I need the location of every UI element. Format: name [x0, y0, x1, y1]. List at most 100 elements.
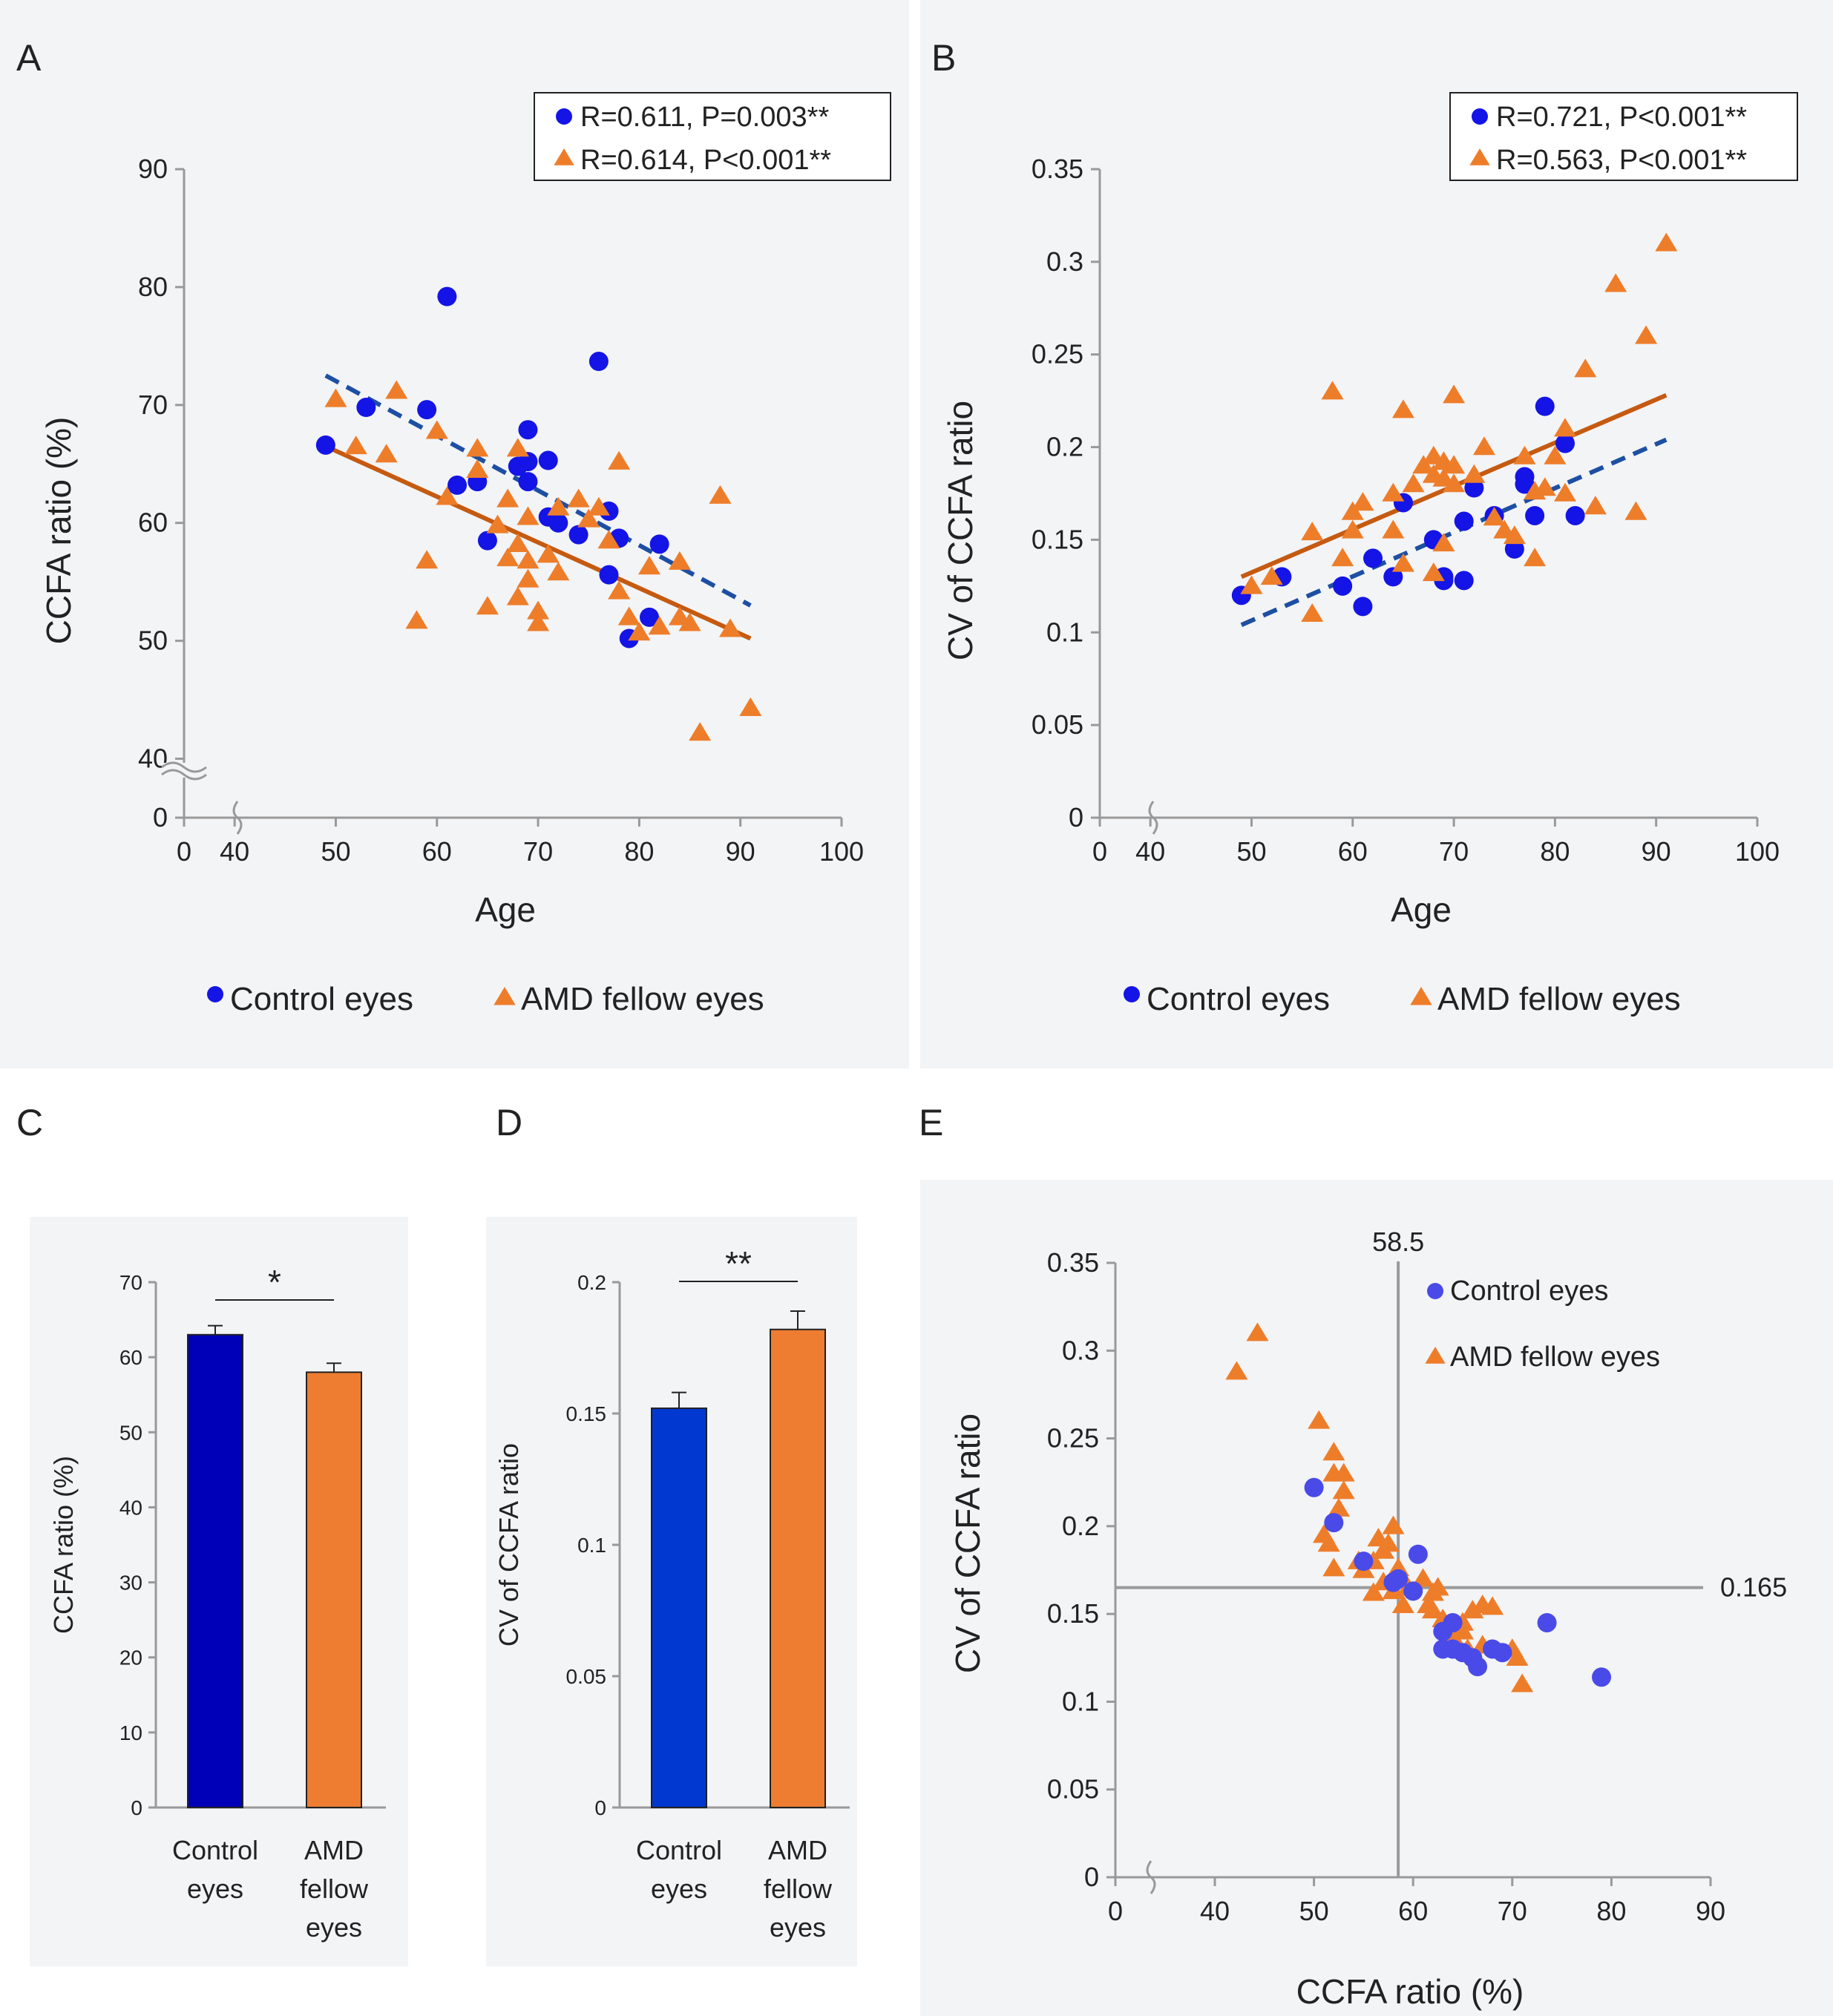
stats-legend-amd-text: R=0.614, P<0.001**	[580, 145, 831, 176]
panel-letter-e: E	[919, 1102, 943, 1143]
y-tick-label: 0.15	[566, 1402, 607, 1425]
control-point	[1388, 1569, 1409, 1589]
legend-control-text: Control eyes	[1450, 1275, 1608, 1307]
y-tick-label: 50	[119, 1421, 142, 1444]
amd-point	[1362, 1582, 1385, 1601]
amd-point	[1443, 455, 1466, 474]
control-point	[417, 400, 437, 420]
y-axis-title: CCFA ratio (%)	[48, 1456, 79, 1634]
category-label: eyes	[770, 1912, 826, 1943]
x-axis-break-mark	[232, 801, 243, 835]
amd-point	[1411, 1568, 1434, 1587]
amd-point	[608, 580, 631, 600]
control-point	[1492, 1643, 1512, 1663]
x-tick-label: 80	[1540, 836, 1570, 867]
control-point	[568, 525, 588, 545]
category-label: fellow	[300, 1874, 369, 1904]
amd-point	[405, 610, 428, 629]
y-tick-label: 70	[119, 1271, 142, 1294]
amd-point	[466, 438, 489, 457]
amd-point	[1225, 1361, 1248, 1380]
x-tick-label: 0	[177, 836, 191, 867]
x-tick-label: 90	[726, 836, 755, 867]
amd-point	[1332, 1480, 1355, 1500]
x-tick-label: 40	[1200, 1896, 1230, 1926]
control-point	[437, 286, 457, 306]
legend-control-marker	[1427, 1283, 1443, 1299]
amd-point	[324, 388, 347, 407]
bottom-legend-amd-text: AMD fellow eyes	[1437, 981, 1681, 1017]
control-point	[1504, 539, 1524, 559]
amd-point	[648, 616, 671, 635]
significance-marker: *	[268, 1263, 281, 1301]
amd-point	[1432, 533, 1455, 552]
amd-point	[506, 533, 529, 553]
x-tick-label: 50	[1299, 1896, 1329, 1926]
x-axis-title: Age	[475, 890, 536, 929]
amd-point	[1443, 384, 1466, 404]
y-tick-label: 0.1	[1062, 1686, 1099, 1716]
control-point	[1333, 576, 1353, 596]
x-tick-label: 50	[1236, 836, 1266, 867]
amd-point	[567, 488, 590, 508]
amd-point	[385, 380, 408, 399]
x-tick-label: 80	[1596, 1896, 1626, 1926]
control-point	[1383, 567, 1403, 587]
y-tick-label: 10	[119, 1721, 142, 1744]
amd-point	[638, 556, 661, 575]
chart-panel-c: 0 10 20 30 40 50 60 70 Control eyes AMD fellow eyes *…	[48, 1263, 386, 1943]
amd-point	[1574, 358, 1597, 378]
y-tick-label: 0.05	[1047, 1774, 1099, 1805]
amd-point	[1382, 1515, 1405, 1534]
amd-point	[587, 496, 610, 516]
control-point	[1535, 396, 1555, 416]
amd-point	[517, 568, 540, 588]
reference-line-y-label: 0.165	[1720, 1572, 1787, 1603]
control-fit-line	[1240, 437, 1668, 628]
amd-point	[709, 485, 732, 504]
amd-point	[506, 586, 529, 605]
y-tick-label: 0	[1069, 802, 1083, 833]
amd-point	[517, 550, 540, 569]
y-tick-label: 0.25	[1047, 1423, 1099, 1454]
y-axis-title: CV of CCFA ratio	[948, 1414, 987, 1673]
bottom-legend-control-text: Control eyes	[230, 981, 413, 1017]
amd-point	[1544, 445, 1567, 464]
amd-point	[1655, 232, 1678, 252]
y-tick-label: 30	[119, 1572, 142, 1595]
category-label: Control	[172, 1835, 258, 1865]
y-tick-label: 0.35	[1032, 154, 1083, 184]
reference-line-x-label: 58.5	[1372, 1227, 1424, 1257]
control-point	[588, 352, 609, 372]
category-label: eyes	[306, 1912, 362, 1943]
y-tick-label: 0	[153, 802, 168, 833]
amd-fit-line	[324, 444, 752, 641]
y-tick-label: 0.25	[1032, 339, 1083, 370]
amd-point	[1321, 381, 1344, 400]
amd-point	[1377, 1533, 1400, 1552]
amd-point	[577, 508, 600, 528]
amd-point	[1382, 519, 1405, 539]
amd-point	[1481, 1596, 1504, 1615]
amd-point	[1513, 445, 1536, 464]
y-tick-label: 60	[138, 508, 168, 538]
control-point	[1403, 1581, 1423, 1601]
panel-letter-b: B	[931, 37, 956, 79]
x-tick-label: 100	[1735, 836, 1780, 867]
x-tick-label: 60	[1338, 836, 1368, 867]
amd-point	[1391, 1595, 1414, 1614]
amd-point	[1422, 562, 1445, 582]
amd-point	[537, 544, 560, 563]
amd-point	[466, 459, 489, 478]
control-point	[1525, 505, 1545, 525]
amd-point	[496, 548, 519, 567]
y-axis-break-mark	[161, 761, 207, 773]
control-point	[548, 513, 568, 533]
amd-point	[1246, 1322, 1269, 1342]
amd-point	[719, 618, 742, 637]
control-point	[1454, 571, 1474, 591]
y-tick-label: 0	[131, 1796, 142, 1819]
amd-point	[1322, 1442, 1345, 1461]
amd-point	[1260, 566, 1283, 585]
